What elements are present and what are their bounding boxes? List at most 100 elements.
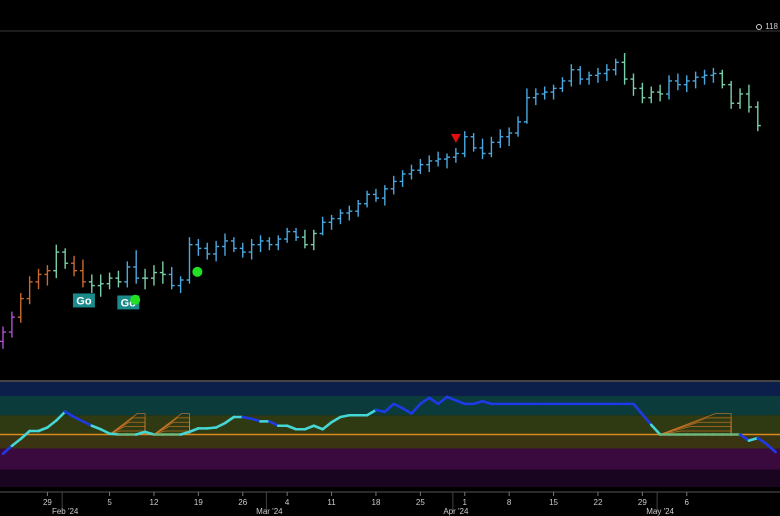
price-bar [710,67,717,83]
price-bar [204,242,211,260]
price-bar [257,235,264,253]
oscillator-segment [223,415,236,425]
price-bar [745,84,752,113]
oscillator-segment [339,413,351,419]
oscillator-segment [392,402,404,410]
price-bar [71,255,78,277]
x-tick-label: 19 [194,498,203,507]
oscillator-segment [10,437,23,448]
price-bar [488,136,495,158]
month-label: Apr '24 [443,507,469,516]
price-bar [266,237,273,251]
oscillator-segment [419,396,431,406]
price-bar [88,274,95,294]
oscillator-segment [445,395,458,402]
month-label: Feb '24 [52,507,79,516]
price-bar [390,175,397,195]
price-bar [532,88,539,106]
oscillator-band [0,382,780,396]
oscillator-segment [365,408,378,417]
oscillator-segment [472,399,484,406]
price-bar [168,266,175,290]
last-price-label: 118 [756,22,778,31]
oscillator-segment [756,436,768,446]
price-bar [44,265,51,286]
oscillator-segment [268,420,280,428]
price-bar [177,276,184,294]
price-bar [426,155,433,173]
price-bar [239,242,246,258]
oscillator-segment [108,432,120,436]
price-bar [79,259,86,288]
price-bar [719,69,726,89]
oscillator-band [0,434,780,449]
price-bar [657,84,664,102]
price-bar [639,82,646,104]
month-label: Mar '24 [256,507,283,516]
price-bar [648,86,655,104]
oscillator-segment [481,399,493,406]
oscillator-fan [153,413,190,435]
oscillator-segment [410,402,422,415]
price-bar [728,80,735,109]
price-bar [666,75,672,100]
oscillator-segment [19,429,31,441]
price-bar [586,71,593,85]
oscillator-segment [285,424,298,431]
x-tick-label: 1 [463,498,468,507]
price-bar [248,239,255,260]
oscillator-band [0,448,780,470]
price-marker-icon [756,23,763,30]
last-price-value: 118 [765,22,778,31]
price-bar [186,237,193,284]
oscillator-segment [738,433,751,442]
x-tick-label: 29 [638,498,647,507]
price-bar [346,205,353,221]
oscillator-segment [1,444,14,456]
oscillator-segment [383,402,396,414]
price-bar [479,138,486,160]
x-tick-label: 5 [107,498,112,507]
price-bar [612,58,619,76]
price-bar [26,276,33,305]
price-bar [737,88,744,109]
price-bar [159,261,166,284]
price-bar [541,86,548,100]
price-bar [674,73,681,91]
price-bar [230,237,237,253]
green-dot-signal [130,294,141,305]
oscillator-segment [747,436,760,442]
price-bar [62,248,69,269]
oscillator-segment [214,421,227,429]
oscillator-segment [188,427,200,434]
price-bar [754,101,761,132]
price-bar [301,229,308,249]
oscillator-segment [765,442,777,454]
price-bar [559,77,566,93]
x-tick-label: 8 [507,498,512,507]
price-bar [133,250,140,284]
oscillator-segment [81,420,94,428]
oscillator-segment [54,410,67,422]
oscillator-segment [401,406,413,415]
oscillator-segment [241,415,253,421]
oscillator-band [0,469,780,487]
price-bar [284,227,291,243]
oscillator-segment [134,430,147,436]
price-bar [293,227,300,241]
oscillator-segment [454,399,467,406]
oscillator-segment [641,413,653,427]
price-bar [213,240,220,262]
price-bar [594,67,601,83]
price-bar [568,64,575,87]
oscillator-segment [90,424,102,431]
x-tick-label: 26 [238,498,247,507]
oscillator-segment [427,396,440,406]
x-tick-label: 6 [685,498,690,507]
oscillator-segment [330,415,342,424]
x-tick-label: 25 [416,498,425,507]
price-bar [97,274,104,297]
price-bar [692,71,699,89]
go-signal-label: Go [76,295,92,307]
